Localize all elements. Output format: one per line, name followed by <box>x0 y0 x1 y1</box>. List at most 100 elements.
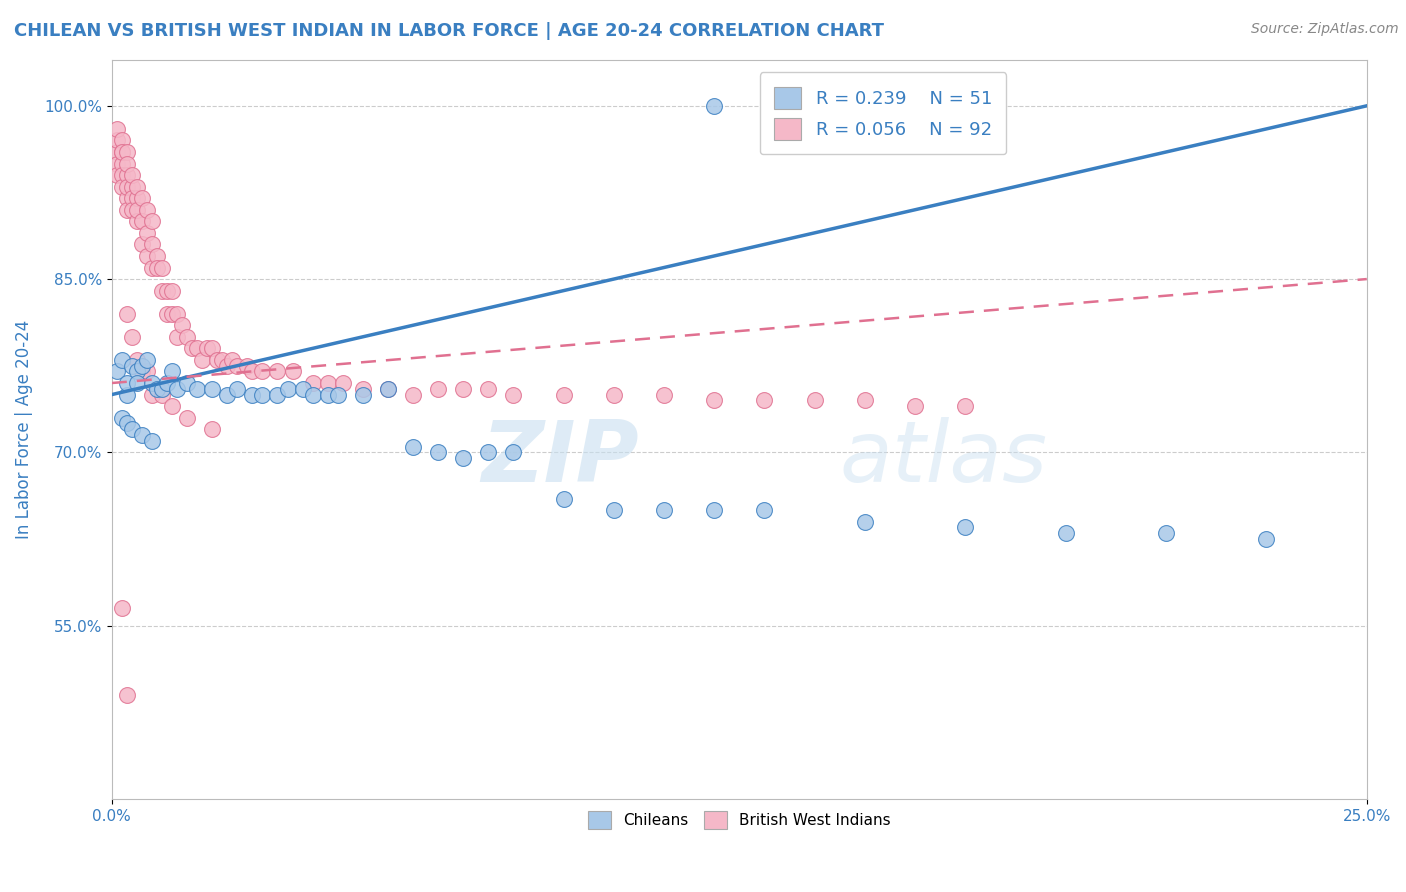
Point <box>150 387 173 401</box>
Point <box>201 382 224 396</box>
Point <box>277 382 299 396</box>
Point <box>266 364 288 378</box>
Point <box>242 387 264 401</box>
Point <box>217 359 239 373</box>
Point <box>427 445 450 459</box>
Point <box>211 352 233 367</box>
Point <box>115 376 138 390</box>
Point <box>115 168 138 182</box>
Point <box>207 352 229 367</box>
Point <box>191 352 214 367</box>
Point <box>160 284 183 298</box>
Point <box>115 417 138 431</box>
Point <box>111 601 134 615</box>
Point <box>111 179 134 194</box>
Point <box>105 145 128 159</box>
Point <box>703 503 725 517</box>
Point <box>1154 526 1177 541</box>
Point <box>146 249 169 263</box>
Point <box>141 376 163 390</box>
Point <box>105 156 128 170</box>
Point <box>853 393 876 408</box>
Point <box>252 364 274 378</box>
Point <box>377 382 399 396</box>
Point <box>352 382 374 396</box>
Point <box>451 382 474 396</box>
Point <box>186 342 208 356</box>
Point <box>156 376 179 390</box>
Point <box>226 382 249 396</box>
Point <box>221 352 243 367</box>
Point <box>195 342 218 356</box>
Point <box>136 249 159 263</box>
Point <box>427 382 450 396</box>
Point <box>111 145 134 159</box>
Point <box>115 688 138 702</box>
Point <box>477 382 499 396</box>
Point <box>141 237 163 252</box>
Point <box>502 445 524 459</box>
Text: Source: ZipAtlas.com: Source: ZipAtlas.com <box>1251 22 1399 37</box>
Point <box>553 387 575 401</box>
Point <box>141 387 163 401</box>
Point <box>332 376 354 390</box>
Point <box>111 410 134 425</box>
Point <box>141 434 163 448</box>
Point <box>236 359 259 373</box>
Point <box>166 307 188 321</box>
Point <box>136 352 159 367</box>
Point <box>603 387 626 401</box>
Point <box>703 393 725 408</box>
Point <box>1054 526 1077 541</box>
Point <box>402 387 425 401</box>
Point <box>121 191 143 205</box>
Point <box>150 260 173 275</box>
Point <box>115 307 138 321</box>
Point <box>226 359 249 373</box>
Point <box>111 145 134 159</box>
Point <box>352 387 374 401</box>
Point <box>904 399 927 413</box>
Point <box>301 387 323 401</box>
Point <box>105 168 128 182</box>
Point <box>121 202 143 217</box>
Point <box>146 382 169 396</box>
Point <box>301 376 323 390</box>
Point <box>754 393 776 408</box>
Point <box>121 179 143 194</box>
Point <box>121 359 143 373</box>
Point <box>150 382 173 396</box>
Point <box>703 99 725 113</box>
Point <box>803 393 825 408</box>
Point <box>291 382 314 396</box>
Point <box>121 330 143 344</box>
Point <box>451 451 474 466</box>
Point <box>105 364 128 378</box>
Point <box>176 376 198 390</box>
Point <box>136 202 159 217</box>
Point <box>160 399 183 413</box>
Point <box>115 145 138 159</box>
Point <box>242 364 264 378</box>
Point <box>131 364 153 378</box>
Point <box>146 260 169 275</box>
Point <box>955 399 977 413</box>
Point <box>105 133 128 147</box>
Point <box>160 307 183 321</box>
Point <box>955 520 977 534</box>
Point <box>131 214 153 228</box>
Point <box>553 491 575 506</box>
Point <box>125 376 148 390</box>
Point <box>281 364 304 378</box>
Point <box>266 387 288 401</box>
Point <box>156 307 179 321</box>
Text: CHILEAN VS BRITISH WEST INDIAN IN LABOR FORCE | AGE 20-24 CORRELATION CHART: CHILEAN VS BRITISH WEST INDIAN IN LABOR … <box>14 22 884 40</box>
Point <box>115 191 138 205</box>
Point <box>652 387 675 401</box>
Point <box>652 503 675 517</box>
Point <box>111 133 134 147</box>
Point <box>136 364 159 378</box>
Point <box>316 387 339 401</box>
Point <box>115 202 138 217</box>
Point <box>125 179 148 194</box>
